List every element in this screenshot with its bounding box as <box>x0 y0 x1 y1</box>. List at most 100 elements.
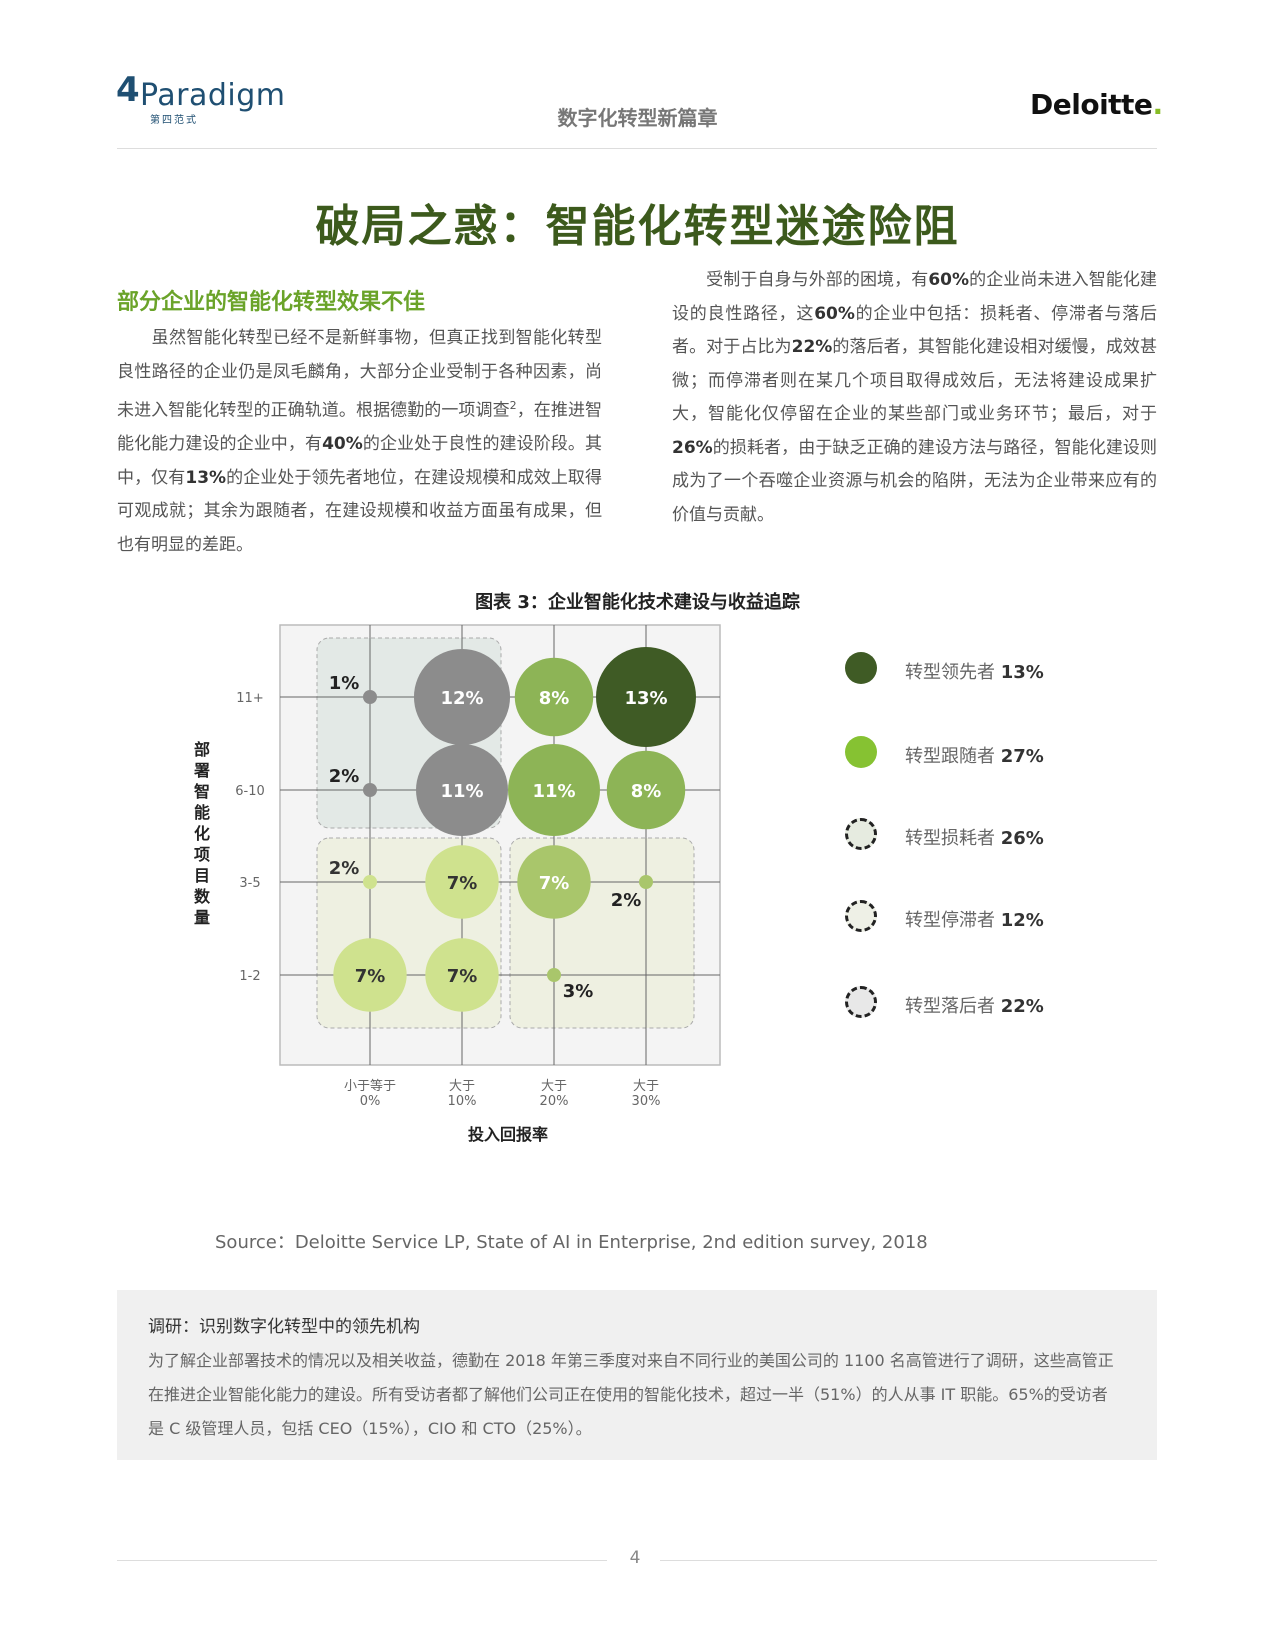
bubble-follower <box>508 744 600 836</box>
data-label: 13% <box>624 688 667 709</box>
y-tick-label: 11+ <box>236 691 263 706</box>
chart-source: Source：Deloitte Service LP, State of AI … <box>215 1232 928 1253</box>
left-paragraph: 虽然智能化转型已经不是新鲜事物，但真正找到智能化转型良性路径的企业仍是凤毛麟角，… <box>117 322 602 562</box>
legend-swatch <box>845 652 877 684</box>
y-axis-label-char: 量 <box>194 908 210 927</box>
text-run: 的损耗者，由于缺乏正确的建设方法与路径，智能化建设则成为了一个吞噬企业资源与机会… <box>672 437 1157 525</box>
x-tick-label: 大于 <box>449 1079 475 1094</box>
bubble-laggard <box>333 938 407 1012</box>
legend-value: 26% <box>1000 828 1044 849</box>
data-label: 2% <box>329 858 360 879</box>
legend-swatch <box>845 736 877 768</box>
legend-name: 转型停滞者 <box>905 910 995 931</box>
legend-name: 转型跟随者 <box>905 746 995 767</box>
data-label: 1% <box>329 673 360 694</box>
bubble-follower <box>606 750 686 830</box>
logo-mark: 4 <box>116 70 140 110</box>
bubble-laggard <box>425 938 499 1012</box>
bubble-follower <box>514 657 594 737</box>
text-run: ，在推进智能化能力建设的企业中，有 <box>117 400 603 455</box>
text-run: 的企业处于良性的建设阶段。其中，仅有 <box>117 434 603 488</box>
y-tick-label: 3-5 <box>239 876 260 891</box>
data-label: 3% <box>563 981 594 1002</box>
data-label: 8% <box>539 688 570 709</box>
y-axis-label-char: 化 <box>194 824 210 843</box>
footer-divider-right <box>660 1560 1157 1561</box>
legend-swatch <box>845 900 877 932</box>
y-tick-label: 6-10 <box>235 784 265 799</box>
bubble-stagnant <box>416 744 508 836</box>
legend-swatch <box>845 986 877 1018</box>
bubble-stagnant <box>363 783 377 797</box>
data-label: 11% <box>440 781 483 802</box>
survey-box <box>117 1290 1157 1460</box>
x-tick-label: 10% <box>448 1094 477 1109</box>
legend-value: 13% <box>1000 662 1044 683</box>
text-run: 受制于自身与外部的困境，有 <box>672 270 929 290</box>
bubble-stagnant <box>413 648 511 746</box>
legend-label: 转型落后者 22% <box>905 992 1044 1018</box>
data-label: 2% <box>611 890 642 911</box>
page-number: 4 <box>629 1548 641 1568</box>
text-run: 虽然智能化转型已经不是新鲜事物，但真正找到智能化转型良性路径的企业仍是凤毛麟角，… <box>117 328 602 421</box>
bubble-laggard <box>363 875 377 889</box>
data-label: 11% <box>532 781 575 802</box>
page-title: 破局之惑：智能化转型迷途险阻 <box>315 201 960 252</box>
text-run: 的企业处于领先者地位，在建设规模和成效上取得可观成就；其余为跟随者，在建设规模和… <box>117 467 603 555</box>
x-axis-label: 投入回报率 <box>468 1125 548 1144</box>
bubble-laggard <box>425 845 499 919</box>
x-tick-label: 30% <box>632 1094 661 1109</box>
y-tick-label: 1-2 <box>239 969 260 984</box>
text-run: 的企业尚未进入智能化建设的良性路径，这 <box>672 270 1158 324</box>
legend-item-leader: 转型领先者 13% <box>845 652 1205 692</box>
y-axis-label-char: 目 <box>194 866 210 885</box>
stat-60: 60% <box>928 270 970 290</box>
legend-name: 转型损耗者 <box>905 828 995 849</box>
y-axis-label-char: 部 <box>194 740 210 759</box>
footer-divider-left <box>117 1560 607 1561</box>
stat-40: 40% <box>322 434 363 455</box>
data-label: 7% <box>355 966 386 987</box>
legend-label: 转型跟随者 27% <box>905 742 1044 768</box>
text-run: 的企业中包括：损耗者、停滞者与落后者。对于占比为 <box>672 303 1158 358</box>
stat-60b: 60% <box>814 303 855 324</box>
x-tick-label: 20% <box>540 1094 569 1109</box>
chart-title: 图表 3：企业智能化技术建设与收益追踪 <box>475 592 800 613</box>
legend-value: 22% <box>1000 996 1044 1017</box>
header-title: 数字化转型新篇章 <box>557 106 718 130</box>
header-divider <box>117 148 1157 149</box>
stat-22: 22% <box>791 337 833 357</box>
x-tick-label: 小于等于 <box>344 1078 396 1094</box>
brand-dot: . <box>1152 88 1163 121</box>
bubble-leader <box>596 647 696 747</box>
bubble-wasteful <box>547 968 561 982</box>
legend-label: 转型停滞者 12% <box>905 906 1044 932</box>
x-tick-label: 大于 <box>541 1079 567 1094</box>
bubble-stagnant <box>363 690 377 704</box>
survey-text: 为了解企业部署技术的情况以及相关收益，德勤在 2018 年第三季度对来自不同行业… <box>148 1351 1114 1438</box>
y-axis-label-char: 能 <box>194 803 210 822</box>
x-tick-label: 0% <box>360 1094 381 1109</box>
legend-label: 转型领先者 13% <box>905 658 1044 684</box>
data-label: 8% <box>631 781 662 802</box>
survey-title: 调研：识别数字化转型中的领先机构 <box>148 1317 420 1337</box>
y-axis-label-char: 项 <box>194 845 210 864</box>
stat-13: 13% <box>185 467 227 488</box>
logo-text: Paradigm <box>140 78 286 113</box>
legend-label: 转型损耗者 26% <box>905 824 1044 850</box>
legend-name: 转型落后者 <box>905 996 995 1017</box>
bubble-wasteful <box>517 845 591 919</box>
text-run: 的落后者，其智能化建设相对缓慢，成效甚微；而停滞者则在某几个项目取得成效后，无法… <box>672 337 1158 424</box>
legend-item-follower: 转型跟随者 27% <box>845 736 1205 776</box>
legend-swatch <box>845 818 877 850</box>
legend-item-laggard: 转型落后者 22% <box>845 986 1205 1026</box>
data-label: 7% <box>447 966 478 987</box>
data-label: 2% <box>329 766 360 787</box>
section-heading: 部分企业的智能化转型效果不佳 <box>117 290 426 315</box>
data-label: 7% <box>447 873 478 894</box>
stat-26: 26% <box>672 437 713 458</box>
bubble-chart: 1-23-56-1011+小于等于0%大于10%大于20%大于30%投入回报率部… <box>193 624 721 1144</box>
deloitte-logo: Deloitte. <box>1030 88 1163 121</box>
logo-subtitle: 第四范式 <box>150 115 198 126</box>
y-axis-label-char: 智 <box>194 782 210 801</box>
